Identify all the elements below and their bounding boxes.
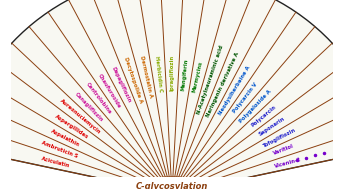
Text: Herbicidin C: Herbicidin C (154, 56, 163, 93)
Text: Aureonuciemycin: Aureonuciemycin (58, 98, 101, 135)
Text: Neodysiherbaine A: Neodysiherbaine A (217, 65, 251, 116)
FancyBboxPatch shape (165, 188, 179, 189)
Text: Aciculatin: Aciculatin (41, 156, 71, 169)
Text: N-Acetylneuraminic acid: N-Acetylneuraminic acid (196, 45, 225, 115)
Text: Polycarcin V: Polycarcin V (232, 82, 258, 114)
Text: Varitiol: Varitiol (273, 144, 295, 156)
Text: Aspalathin: Aspalathin (50, 129, 80, 148)
Text: Polygaloside A: Polygaloside A (238, 89, 272, 124)
Text: Ipragliflozin: Ipragliflozin (170, 55, 174, 91)
Text: Mangiferin: Mangiferin (181, 58, 189, 91)
Text: Dapagliflozin: Dapagliflozin (111, 66, 132, 104)
Text: Naringenin derivative A: Naringenin derivative A (205, 51, 240, 118)
Text: Decytospolide A: Decytospolide A (123, 56, 143, 104)
Text: Ambruticin S: Ambruticin S (41, 141, 79, 159)
Text: Aspergillides: Aspergillides (54, 114, 90, 140)
Text: Polycarcin: Polycarcin (251, 105, 278, 128)
Text: Marmycins: Marmycins (192, 60, 204, 92)
Text: Chaufuroside: Chaufuroside (97, 73, 122, 109)
Ellipse shape (138, 177, 206, 189)
Text: Centrolobine: Centrolobine (85, 81, 112, 115)
Text: Saponarin: Saponarin (258, 116, 286, 137)
Text: Dermostatin A: Dermostatin A (139, 55, 153, 98)
Text: Canagliflozin: Canagliflozin (74, 91, 104, 122)
Text: C-glycosylation: C-glycosylation (136, 182, 208, 189)
Text: Tofogliflozin: Tofogliflozin (261, 128, 296, 149)
Text: Vicenin-2: Vicenin-2 (274, 156, 302, 169)
